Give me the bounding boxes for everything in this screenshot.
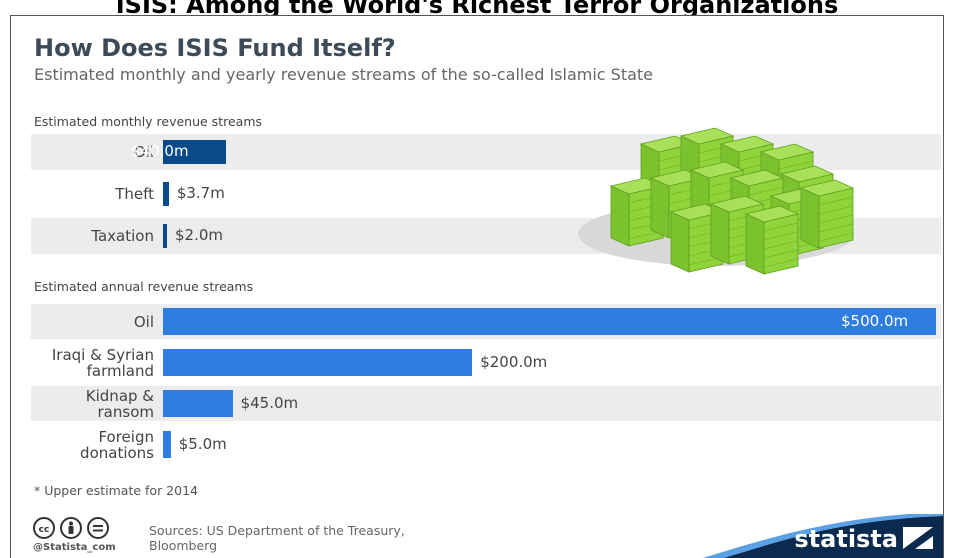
bar	[163, 308, 936, 335]
value-label: $45.0m	[240, 393, 299, 412]
equals-icon	[87, 517, 109, 539]
value-label: $200.0m	[480, 352, 548, 371]
category-label: Kidnap & ransom	[85, 386, 154, 421]
money-stack-icon	[799, 179, 855, 249]
chart-subtitle: Estimated monthly and yearly revenue str…	[34, 65, 654, 84]
bar	[163, 140, 226, 164]
statista-logo-icon	[903, 527, 933, 549]
value-label: $2.0m	[175, 226, 224, 244]
bar	[163, 224, 167, 248]
bar	[163, 349, 473, 376]
infographic-card: How Does ISIS Fund Itself? Estimated mon…	[10, 15, 944, 558]
category-label: Taxation	[91, 227, 154, 245]
category-label: Oil	[133, 312, 154, 331]
value-label: $40.0m	[131, 142, 189, 160]
money-stack-icon	[744, 205, 800, 275]
money-stack-illustration	[578, 127, 855, 275]
category-label: Theft	[115, 185, 154, 203]
sources-text: Sources: US Department of the Treasury, …	[149, 523, 405, 553]
statista-brand-badge: statista	[683, 514, 943, 558]
footnote: * Upper estimate for 2014	[34, 483, 198, 498]
value-label: $3.7m	[176, 184, 225, 202]
bar	[163, 390, 233, 417]
category-label: Foreign donations	[80, 427, 154, 462]
statista-logo-text: statista	[794, 525, 898, 553]
svg-text:cc: cc	[39, 525, 50, 535]
value-label: $5.0m	[178, 434, 227, 453]
chart-title: How Does ISIS Fund Itself?	[34, 34, 396, 62]
top-banner-text: ISIS: Among the World's Richest Terror O…	[115, 0, 839, 16]
value-label: $500.0m	[841, 311, 909, 330]
category-label: Oil	[133, 143, 154, 161]
bar	[163, 431, 171, 458]
monthly-section-label: Estimated monthly revenue streams	[34, 114, 263, 129]
license-icons: cc	[33, 516, 113, 544]
person-icon	[60, 517, 82, 539]
cc-icon: cc	[33, 517, 55, 539]
category-label: Iraqi & Syrian farmland	[51, 345, 154, 380]
statista-handle: @Statista_com	[33, 542, 116, 553]
annual-section-label: Estimated annual revenue streams	[34, 279, 254, 294]
bar	[163, 182, 169, 206]
